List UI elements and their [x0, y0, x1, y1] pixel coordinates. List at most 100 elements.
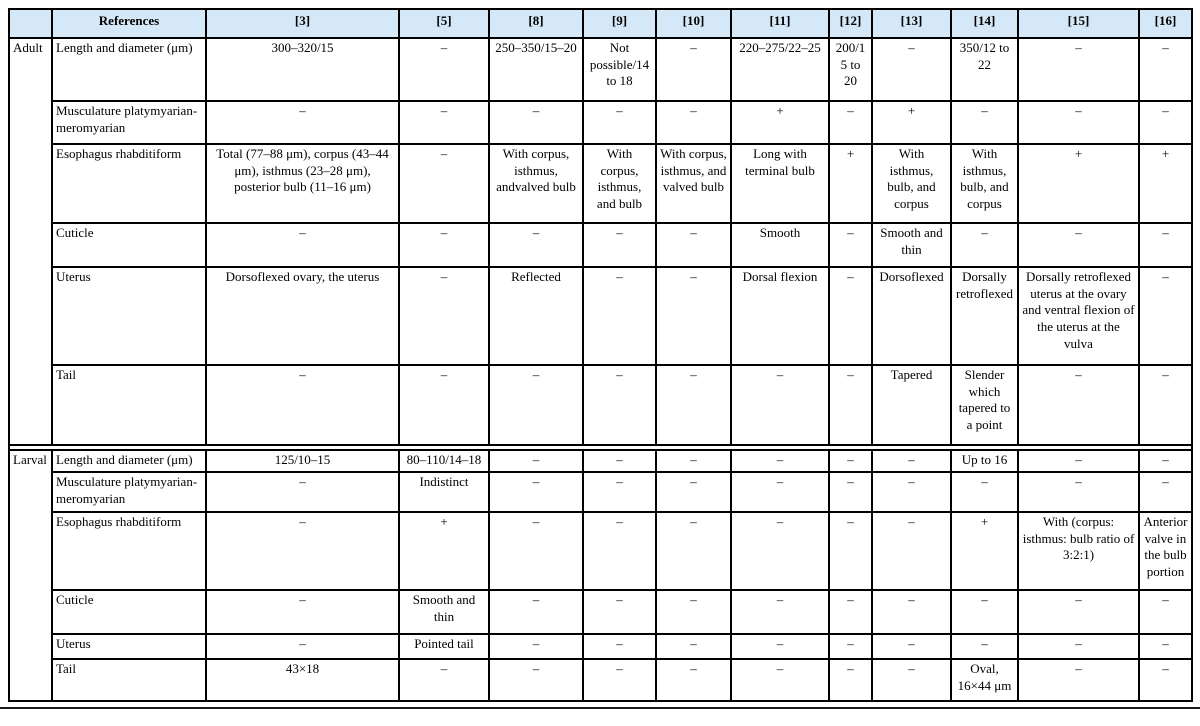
- cell-value: –: [1017, 222, 1140, 268]
- table-header: References [3] [5] [8] [9] [10] [11] [12] [13][…: [8, 8, 1193, 39]
- cell-value: –: [582, 266, 657, 366]
- cell-value: Total (77–88 μm), corpus (43–44 μm), ist…: [205, 143, 400, 224]
- cell-value: –: [828, 100, 873, 145]
- cell-value: Smooth and thin: [398, 589, 490, 635]
- cell-value: Dorsally retroflexed: [950, 266, 1019, 366]
- cell-value: –: [205, 471, 400, 513]
- cell-value: With isthmus, bulb, and corpus: [950, 143, 1019, 224]
- section-larval: Larval Length and diameter (μm) 125/10–15 8…: [8, 449, 1193, 702]
- cell-value: –: [730, 364, 830, 446]
- cell-value: –: [488, 658, 584, 702]
- column-header-11: [11]: [730, 8, 830, 39]
- row-label: Tail: [51, 658, 207, 702]
- cell-value: With corpus, isthmus, andvalved bulb: [488, 143, 584, 224]
- row-label: Length and diameter (μm): [51, 449, 207, 473]
- row-label: Musculature platymyarian-meromyarian: [51, 471, 207, 513]
- column-header-12: [12]: [828, 8, 873, 39]
- cell-value: –: [871, 449, 952, 473]
- cell-value: –: [828, 364, 873, 446]
- group-label-larval: Larval: [8, 449, 53, 702]
- cell-value: –: [582, 589, 657, 635]
- cell-value: Dorsoflexed ovary, the uterus: [205, 266, 400, 366]
- cell-value: Indistinct: [398, 471, 490, 513]
- cell-value: –: [205, 633, 400, 660]
- cell-value: –: [655, 449, 732, 473]
- cell-value: –: [871, 589, 952, 635]
- cell-value: –: [730, 449, 830, 473]
- cell-value: –: [828, 449, 873, 473]
- cell-value: Smooth: [730, 222, 830, 268]
- column-header-15: [15]: [1017, 8, 1140, 39]
- cell-value: –: [1138, 222, 1193, 268]
- cell-value: –: [398, 100, 490, 145]
- cell-value: 220–275/22–25: [730, 37, 830, 102]
- cell-value: Dorsal flexion: [730, 266, 830, 366]
- cell-value: Not possible/14 to 18: [582, 37, 657, 102]
- cell-value: 250–350/15–20: [488, 37, 584, 102]
- cell-value: –: [582, 100, 657, 145]
- table-row: Esophagus rhabditiform Total (77–88 μm), …: [9, 143, 1193, 224]
- cell-value: –: [1138, 449, 1193, 473]
- cell-value: –: [488, 364, 584, 446]
- table-row: Cuticle – Smooth and thin – – – – – – – – –: [9, 589, 1193, 635]
- cell-value: –: [1138, 633, 1193, 660]
- cell-value: –: [655, 658, 732, 702]
- cell-value: 200/15 to 20: [828, 37, 873, 102]
- cell-value: –: [950, 471, 1019, 513]
- cell-value: 350/12 to 22: [950, 37, 1019, 102]
- cell-value: –: [582, 511, 657, 591]
- cell-value: Anterior valve in the bulb portion: [1138, 511, 1193, 591]
- cell-value: Oval, 16×44 μm: [950, 658, 1019, 702]
- cell-value: –: [582, 222, 657, 268]
- cell-value: With isthmus, bulb, and corpus: [871, 143, 952, 224]
- column-header-16: [16]: [1138, 8, 1193, 39]
- row-label: Cuticle: [51, 589, 207, 635]
- column-header-13: [13]: [871, 8, 952, 39]
- row-label: Esophagus rhabditiform: [51, 511, 207, 591]
- cell-value: Up to 16: [950, 449, 1019, 473]
- table-row: Uterus – Pointed tail – – – – – – – – –: [9, 633, 1193, 660]
- table-row: Musculature platymyarian-meromyarian – Ind…: [9, 471, 1193, 513]
- section-adult: Adult Length and diameter (μm) 300–320/15–…: [8, 37, 1193, 446]
- cell-value: –: [205, 364, 400, 446]
- cell-value: +: [1017, 143, 1140, 224]
- cell-value: –: [1138, 37, 1193, 102]
- cell-value: –: [655, 471, 732, 513]
- cell-value: –: [655, 511, 732, 591]
- cell-value: –: [871, 511, 952, 591]
- column-header-3: [3]: [205, 8, 400, 39]
- cell-value: –: [1138, 100, 1193, 145]
- cell-value: –: [871, 471, 952, 513]
- cell-value: Slender which tapered to a point: [950, 364, 1019, 446]
- cell-value: –: [582, 471, 657, 513]
- cell-value: –: [488, 633, 584, 660]
- cell-value: –: [828, 511, 873, 591]
- section-separator: [8, 444, 1193, 451]
- table-row: Esophagus rhabditiform – + – – – – – – + With (cor…: [9, 511, 1193, 591]
- cell-value: –: [398, 143, 490, 224]
- cell-value: 80–110/14–18: [398, 449, 490, 473]
- cell-value: –: [1017, 100, 1140, 145]
- cell-value: –: [730, 511, 830, 591]
- header-row: References [3] [5] [8] [9] [10] [11] [12] [13][…: [8, 8, 1193, 39]
- cell-value: –: [1017, 633, 1140, 660]
- cell-value: –: [1138, 364, 1193, 446]
- cell-value: –: [582, 658, 657, 702]
- cell-value: +: [1138, 143, 1193, 224]
- table-row: Uterus Dorsoflexed ovary, the uterus – Refl…: [9, 266, 1193, 366]
- cell-value: Smooth and thin: [871, 222, 952, 268]
- cell-value: –: [950, 100, 1019, 145]
- row-label: Musculature platymyarian-meromyarian: [51, 100, 207, 145]
- cell-value: +: [828, 143, 873, 224]
- cell-value: –: [1138, 589, 1193, 635]
- row-label: Esophagus rhabditiform: [51, 143, 207, 224]
- cell-value: –: [488, 589, 584, 635]
- cell-value: –: [398, 658, 490, 702]
- cell-value: –: [1017, 589, 1140, 635]
- corner-cell: [8, 8, 53, 39]
- cell-value: –: [1138, 658, 1193, 702]
- references-header: References: [51, 8, 207, 39]
- cell-value: 300–320/15: [205, 37, 400, 102]
- cell-value: With corpus, isthmus, and bulb: [582, 143, 657, 224]
- cell-value: –: [398, 266, 490, 366]
